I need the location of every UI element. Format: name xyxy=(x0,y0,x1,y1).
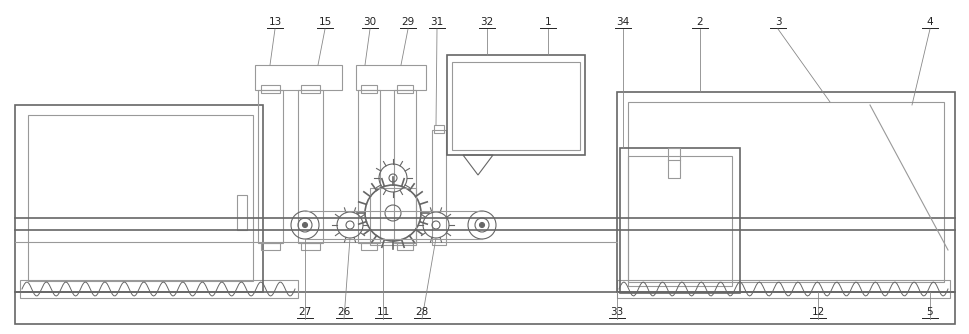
Bar xyxy=(360,243,377,250)
Text: 34: 34 xyxy=(615,17,629,27)
Text: 3: 3 xyxy=(774,17,780,27)
Bar xyxy=(627,156,732,286)
Bar xyxy=(619,148,739,293)
Bar xyxy=(255,65,342,90)
Text: 26: 26 xyxy=(337,307,350,317)
Bar xyxy=(369,188,416,245)
Text: 15: 15 xyxy=(318,17,331,27)
Text: 32: 32 xyxy=(480,17,493,27)
Text: 27: 27 xyxy=(298,307,311,317)
Text: 5: 5 xyxy=(925,307,932,317)
Text: 11: 11 xyxy=(376,307,390,317)
Bar xyxy=(431,130,446,245)
Circle shape xyxy=(479,222,484,227)
Bar xyxy=(300,243,320,250)
Bar xyxy=(433,125,444,133)
Circle shape xyxy=(302,222,307,227)
Bar xyxy=(452,62,579,150)
Bar xyxy=(236,195,247,230)
Text: 30: 30 xyxy=(363,17,376,27)
Bar xyxy=(358,90,380,243)
Text: 1: 1 xyxy=(545,17,550,27)
Bar xyxy=(356,65,425,90)
Bar xyxy=(28,115,253,281)
Text: 12: 12 xyxy=(810,307,824,317)
Bar xyxy=(396,243,413,250)
Text: 4: 4 xyxy=(925,17,932,27)
Bar xyxy=(627,102,943,282)
Bar xyxy=(20,280,297,298)
Bar xyxy=(396,85,413,93)
Bar xyxy=(297,90,323,243)
Bar xyxy=(261,243,280,250)
Bar xyxy=(300,85,320,93)
Text: 28: 28 xyxy=(415,307,428,317)
Bar xyxy=(360,85,377,93)
Bar xyxy=(393,90,416,243)
Bar xyxy=(447,55,584,155)
Bar xyxy=(616,92,954,292)
Bar xyxy=(668,148,679,178)
Text: 33: 33 xyxy=(610,307,623,317)
Text: 13: 13 xyxy=(268,17,281,27)
Text: 29: 29 xyxy=(401,17,414,27)
Bar xyxy=(261,85,280,93)
Text: 2: 2 xyxy=(696,17,703,27)
Text: 31: 31 xyxy=(430,17,443,27)
Bar xyxy=(15,105,263,292)
Bar xyxy=(616,280,949,298)
Bar xyxy=(258,90,283,243)
Bar xyxy=(15,292,954,324)
